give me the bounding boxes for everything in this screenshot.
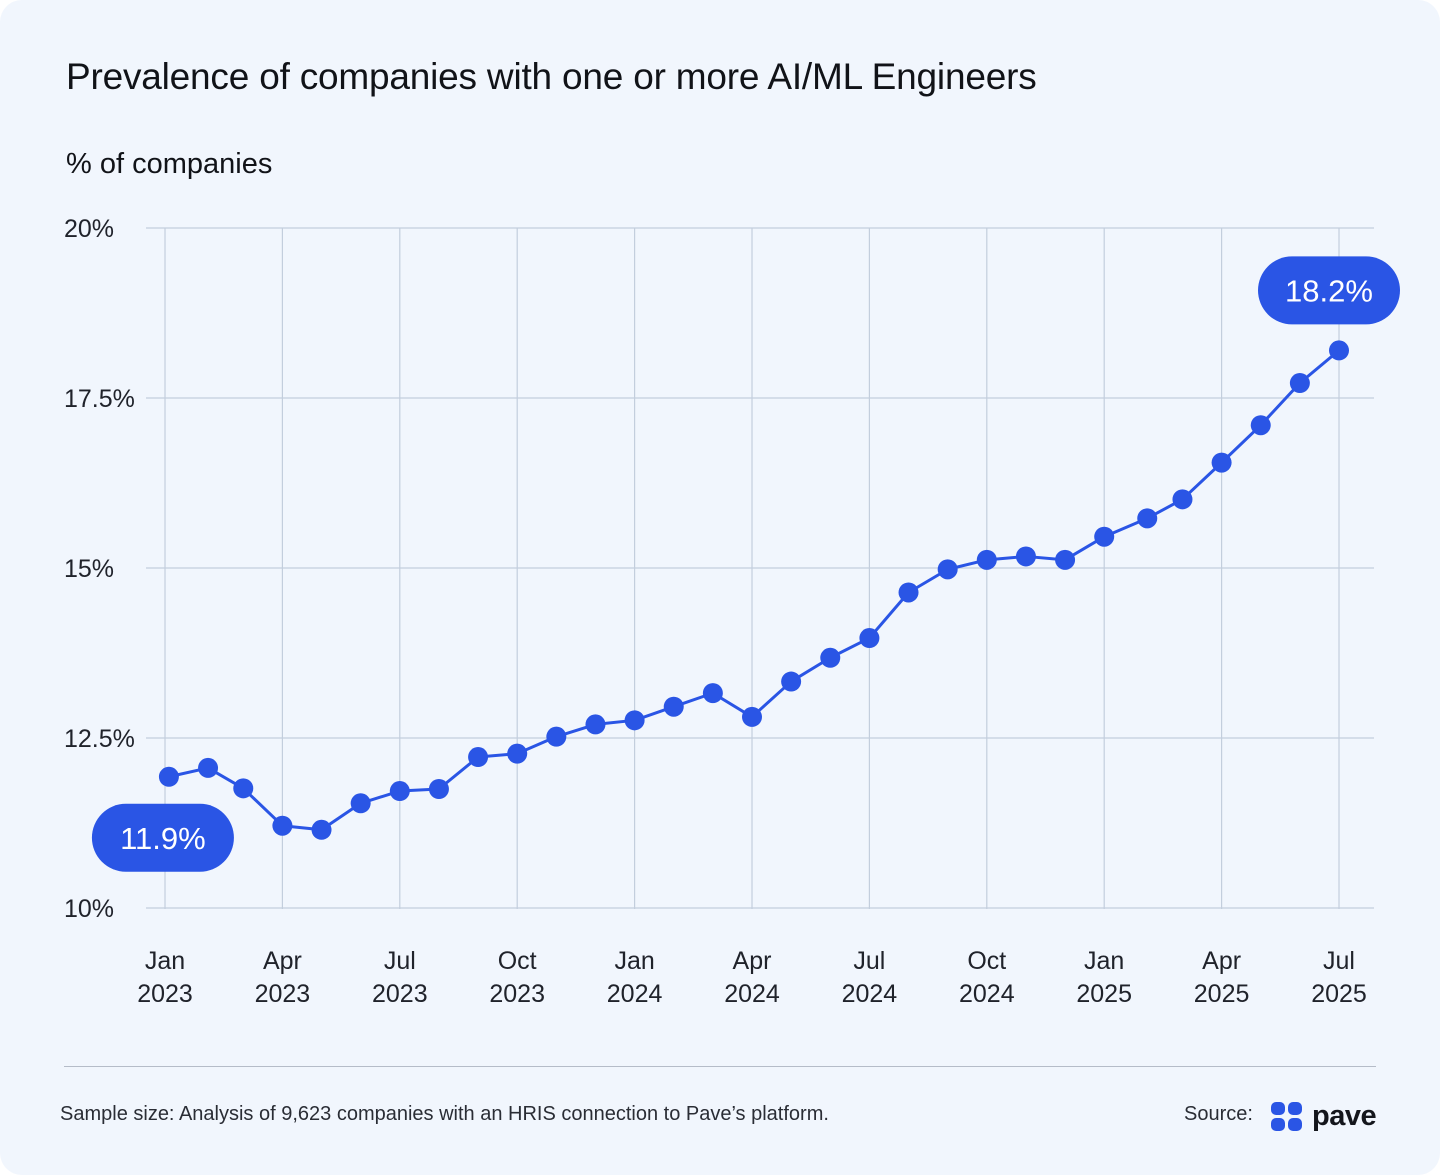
data-point: [820, 647, 841, 668]
data-point: [781, 671, 802, 692]
data-point: [389, 781, 410, 802]
x-tick-label-year: 2024: [842, 980, 898, 1008]
data-point: [624, 710, 645, 731]
x-tick-label-month: Jul: [1323, 947, 1355, 975]
value-callout-label: 11.9%: [120, 821, 206, 856]
x-tick-label-year: 2023: [255, 980, 311, 1008]
data-point: [468, 747, 489, 768]
data-point: [859, 628, 880, 649]
data-point: [350, 793, 371, 814]
data-point: [428, 779, 449, 799]
data-point: [976, 549, 997, 570]
data-point: [1211, 452, 1232, 473]
x-tick-label-month: Oct: [967, 947, 1006, 975]
data-point: [1137, 508, 1158, 529]
series-line: [168, 349, 1340, 832]
data-point: [702, 683, 723, 704]
sample-size-note: Sample size: Analysis of 9,623 companies…: [60, 1103, 829, 1125]
y-tick-label: 17.5%: [64, 385, 135, 413]
pave-logo: pave: [1271, 1100, 1377, 1133]
x-tick-label-year: 2024: [959, 980, 1015, 1008]
x-tick-label-year: 2023: [372, 980, 428, 1008]
data-point: [198, 757, 219, 778]
y-tick-label: 10%: [64, 895, 114, 923]
x-tick-label-month: Jan: [1084, 947, 1124, 975]
data-point: [1055, 549, 1076, 570]
data-point: [663, 696, 684, 717]
x-tick-label-year: 2024: [724, 980, 780, 1008]
x-tick-label-month: Apr: [733, 947, 772, 975]
data-point: [742, 706, 762, 727]
pave-logo-icon: [1271, 1101, 1305, 1132]
data-point: [898, 582, 919, 603]
x-tick-label-year: 2025: [1076, 980, 1132, 1008]
data-point: [233, 778, 254, 799]
x-tick-label-year: 2025: [1311, 980, 1367, 1008]
data-point: [507, 743, 528, 764]
data-point: [1172, 489, 1193, 510]
pave-logo-wordmark: pave: [1312, 1100, 1377, 1132]
value-callout-label: 18.2%: [1285, 273, 1373, 308]
y-tick-label: 15%: [64, 555, 114, 583]
x-tick-label-year: 2023: [137, 980, 193, 1008]
value-callout: [91, 803, 234, 872]
data-point: [311, 819, 332, 840]
x-tick-label-month: Jan: [145, 947, 185, 975]
data-point: [937, 559, 958, 580]
source-label: Source:: [1184, 1103, 1253, 1125]
line-chart: 20% 17.5% 15% 12.5% 10% Jan 2023 Apr 2023 Jul 2023…: [64, 215, 1400, 1008]
value-callout: [1258, 256, 1400, 325]
data-point: [585, 714, 606, 735]
x-tick-label-year: 2025: [1194, 980, 1250, 1008]
x-tick-label-year: 2024: [607, 980, 663, 1008]
x-tick-label-month: Jul: [384, 947, 416, 975]
y-axis-label: % of companies: [66, 148, 273, 180]
y-tick-label: 12.5%: [64, 725, 135, 753]
data-point: [1289, 373, 1310, 394]
data-point: [1015, 546, 1036, 567]
x-tick-label-year: 2023: [489, 980, 545, 1008]
x-tick-label-month: Apr: [1202, 947, 1241, 975]
data-point: [546, 726, 567, 747]
data-point: [1094, 526, 1115, 547]
x-tick-label-month: Jul: [853, 947, 885, 975]
data-point: [1329, 340, 1349, 361]
x-tick-label-month: Jan: [614, 947, 654, 975]
chart-title: Prevalence of companies with one or more…: [66, 56, 1037, 97]
data-point: [272, 815, 293, 836]
x-tick-label-month: Oct: [498, 947, 537, 975]
footer-divider: [64, 1066, 1376, 1067]
data-point: [158, 766, 179, 787]
x-tick-label-month: Apr: [263, 947, 302, 975]
y-tick-label: 20%: [64, 215, 114, 243]
data-point: [1250, 415, 1271, 436]
